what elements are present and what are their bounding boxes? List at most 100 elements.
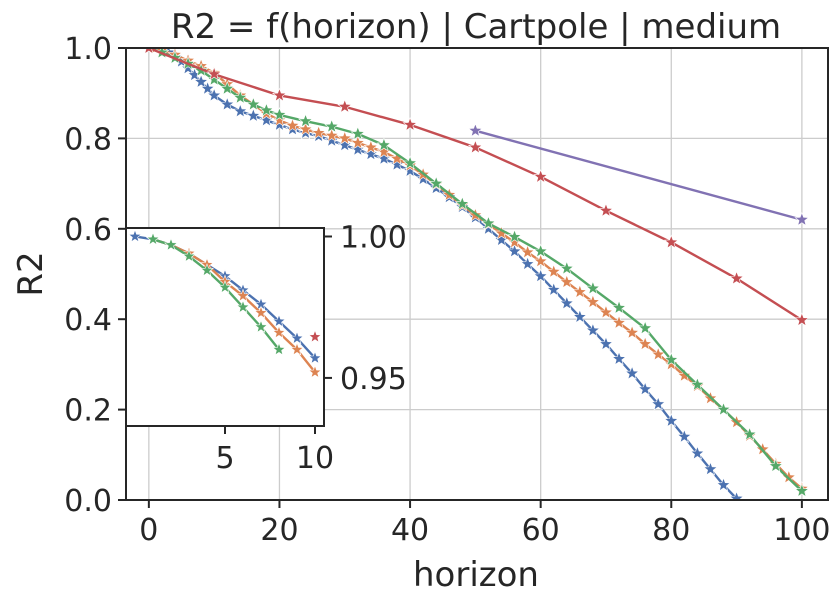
y-tick-label: 0.4 bbox=[64, 303, 112, 338]
data-point-green bbox=[272, 342, 286, 356]
data-point-orange bbox=[308, 364, 322, 379]
x-axis-title: horizon bbox=[413, 555, 539, 595]
data-point-red bbox=[794, 312, 810, 327]
data-point-green bbox=[298, 113, 314, 128]
data-point-blue bbox=[363, 146, 379, 161]
data-point-orange bbox=[311, 125, 327, 140]
data-point-orange bbox=[611, 314, 627, 330]
data-point-green bbox=[402, 155, 418, 170]
data-point-blue bbox=[598, 336, 614, 351]
data-point-orange bbox=[650, 346, 666, 361]
data-point-green bbox=[254, 319, 268, 333]
data-point-green bbox=[245, 96, 261, 111]
data-point-purple bbox=[467, 122, 483, 138]
data-point-orange bbox=[271, 112, 287, 127]
inset-y-tick-label: 0.95 bbox=[340, 362, 407, 397]
data-point-blue bbox=[650, 396, 666, 411]
data-point-green bbox=[258, 102, 274, 117]
y-tick-label: 1.0 bbox=[64, 32, 112, 67]
x-tick-label: 80 bbox=[652, 513, 690, 548]
data-point-blue bbox=[676, 428, 692, 444]
chart-title: R2 = f(horizon) | Cartpole | medium bbox=[171, 7, 781, 47]
data-point-blue bbox=[350, 141, 366, 157]
series-red bbox=[144, 48, 810, 327]
data-point-blue bbox=[689, 445, 705, 460]
inset-chart: 5 10 0.95 1.00 bbox=[125, 220, 407, 476]
data-point-red bbox=[663, 234, 679, 249]
data-point-blue bbox=[624, 365, 640, 380]
data-point-orange bbox=[559, 274, 575, 289]
data-point-orange bbox=[236, 288, 250, 302]
data-point-blue bbox=[702, 461, 718, 476]
y-tick-label: 0.8 bbox=[64, 122, 112, 157]
data-point-red bbox=[729, 270, 745, 285]
data-point-green bbox=[794, 483, 810, 498]
data-point-orange bbox=[494, 225, 509, 240]
data-point-green bbox=[637, 320, 653, 335]
data-point-red bbox=[144, 48, 154, 55]
data-point-blue bbox=[520, 256, 536, 271]
data-point-blue bbox=[308, 350, 322, 365]
data-point-orange bbox=[324, 127, 340, 143]
data-point-green bbox=[742, 426, 758, 441]
x-tick-label: 60 bbox=[522, 513, 560, 548]
data-point-orange bbox=[585, 294, 601, 309]
data-point-blue bbox=[258, 112, 274, 127]
data-point-green bbox=[428, 175, 444, 190]
data-point-blue bbox=[232, 103, 248, 118]
series-line-purple bbox=[475, 129, 803, 221]
data-point-green bbox=[182, 248, 196, 263]
x-tick-label: 0 bbox=[139, 513, 158, 548]
data-point-blue bbox=[200, 80, 216, 96]
data-point-red bbox=[467, 139, 483, 154]
data-point-orange bbox=[520, 244, 536, 259]
data-point-green bbox=[454, 196, 470, 211]
data-point-green bbox=[376, 137, 392, 152]
data-point-blue bbox=[290, 330, 304, 345]
data-point-red bbox=[598, 202, 614, 218]
data-point-orange bbox=[676, 367, 692, 383]
data-point-blue bbox=[507, 243, 523, 258]
inset-x-tick-label: 10 bbox=[296, 441, 334, 476]
y-axis-title: R2 bbox=[11, 251, 51, 296]
data-point-red bbox=[271, 87, 287, 102]
data-point-orange bbox=[254, 305, 268, 319]
series-red bbox=[308, 329, 322, 343]
data-point-orange bbox=[285, 117, 300, 133]
data-point-red bbox=[533, 168, 549, 184]
data-point-orange bbox=[637, 336, 653, 351]
data-point-orange bbox=[624, 324, 640, 340]
data-point-blue bbox=[128, 229, 142, 243]
data-point-blue bbox=[559, 295, 575, 310]
data-point-orange bbox=[663, 356, 679, 371]
data-point-red bbox=[308, 329, 322, 343]
data-point-green bbox=[232, 89, 248, 105]
data-point-red bbox=[337, 98, 353, 114]
inset-x-tick-label: 5 bbox=[215, 441, 234, 476]
data-point-blue bbox=[663, 413, 679, 428]
data-point-blue bbox=[729, 490, 745, 500]
data-point-blue bbox=[546, 281, 562, 297]
data-point-green bbox=[768, 458, 784, 473]
data-point-blue bbox=[611, 351, 627, 366]
data-point-green bbox=[533, 243, 549, 258]
data-point-blue bbox=[533, 268, 549, 283]
data-point-orange bbox=[298, 121, 314, 136]
y-tick-label: 0.6 bbox=[64, 213, 112, 248]
data-point-blue bbox=[272, 313, 286, 328]
inset-background bbox=[126, 228, 324, 426]
data-point-orange bbox=[363, 139, 379, 154]
data-point-green bbox=[218, 280, 232, 294]
data-point-green bbox=[559, 260, 575, 275]
data-point-purple bbox=[794, 211, 810, 227]
x-tick-label: 40 bbox=[391, 513, 429, 548]
data-point-green bbox=[271, 107, 287, 122]
data-point-orange bbox=[337, 130, 353, 145]
data-point-blue bbox=[206, 87, 222, 102]
data-point-blue bbox=[376, 150, 392, 166]
data-point-blue bbox=[637, 381, 653, 396]
data-point-green bbox=[146, 231, 160, 246]
data-point-orange bbox=[272, 325, 286, 339]
